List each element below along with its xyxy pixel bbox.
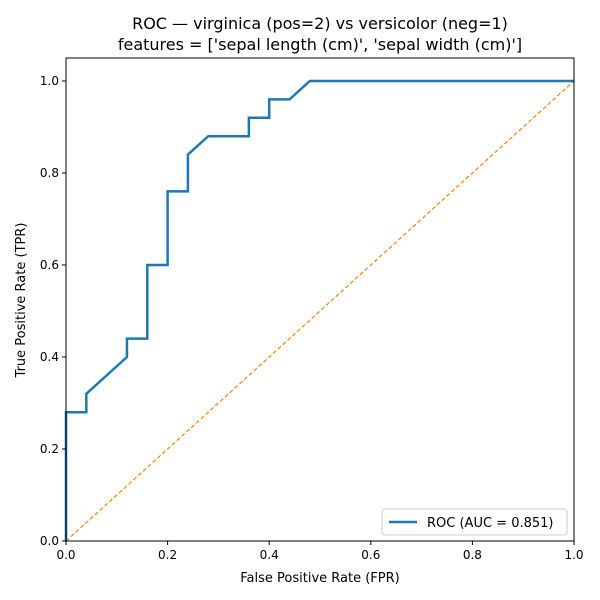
plot-frame (65, 57, 575, 542)
y-tick-label: 1.0 (40, 74, 59, 88)
y-tick-label: 0.2 (40, 442, 59, 456)
x-axis-label: False Positive Rate (FPR) (240, 571, 399, 586)
legend-box (381, 508, 568, 536)
x-tick-label: 1.0 (564, 548, 583, 562)
x-tick-label: 0.0 (56, 548, 75, 562)
legend: ROC (AUC = 0.851) (381, 508, 568, 536)
plot-area (64, 79, 575, 542)
chance-diagonal-line (65, 80, 575, 542)
x-tick-label: 0.2 (158, 548, 177, 562)
chart-title: ROC — virginica (pos=2) vs versicolor (n… (132, 14, 508, 33)
y-axis-ticks: 0.0 0.2 0.4 0.6 0.8 1.0 (40, 74, 66, 548)
y-tick-label: 0.6 (40, 258, 59, 272)
x-axis-ticks: 0.0 0.2 0.4 0.6 0.8 1.0 (56, 541, 584, 562)
y-tick-label: 0.8 (40, 166, 59, 180)
legend-label-roc: ROC (AUC = 0.851) (427, 516, 553, 531)
y-axis-label: True Positive Rate (TPR) (14, 223, 29, 379)
x-tick-label: 0.6 (361, 548, 380, 562)
y-tick-label: 0.4 (40, 350, 59, 364)
y-tick-label: 0.0 (40, 534, 59, 548)
x-tick-label: 0.8 (463, 548, 482, 562)
x-tick-label: 0.4 (260, 548, 279, 562)
chart-subtitle: features = ['sepal length (cm)', 'sepal … (118, 35, 522, 54)
roc-curve-line (64, 79, 574, 541)
